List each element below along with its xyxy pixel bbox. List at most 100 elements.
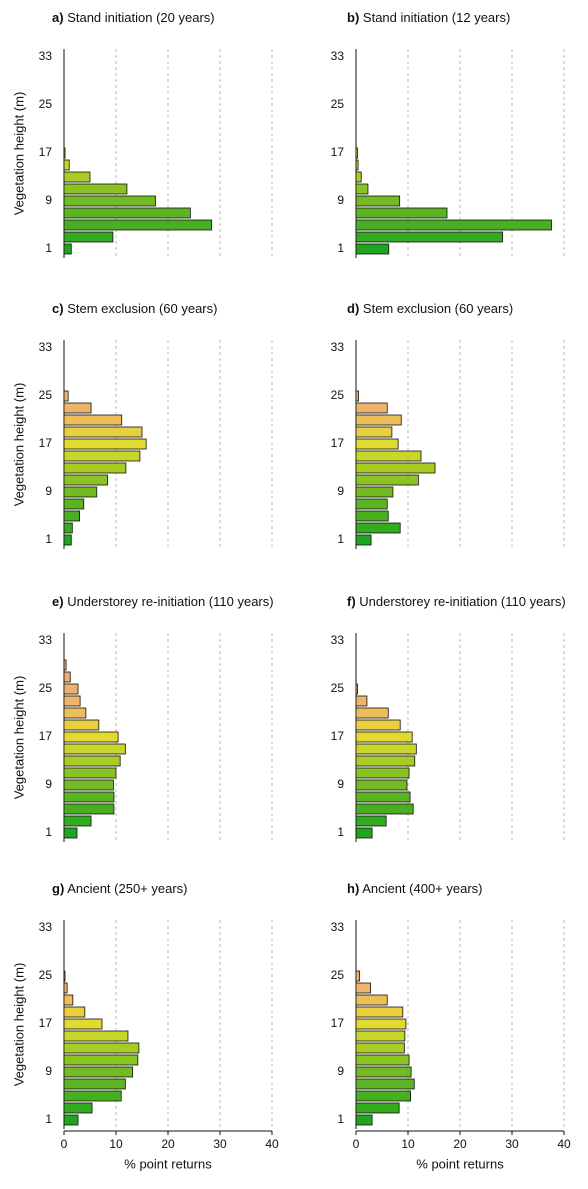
- y-tick-label: 1: [337, 532, 344, 546]
- bar: [63, 695, 81, 707]
- bar: [63, 719, 100, 731]
- panel-letter: f): [347, 594, 356, 609]
- bar: [63, 731, 119, 743]
- y-tick-label: 33: [331, 340, 345, 354]
- bar: [355, 1006, 404, 1018]
- bar: [355, 982, 371, 994]
- x-axis-label: % point returns: [416, 1156, 504, 1171]
- bar: [63, 1114, 79, 1126]
- y-tick-label: 1: [45, 532, 52, 546]
- y-axis-label: Vegetation height (m): [11, 676, 26, 800]
- bar: [63, 426, 143, 438]
- panel-letter: a): [52, 10, 64, 25]
- y-tick-label: 17: [39, 145, 53, 159]
- bar: [355, 683, 358, 695]
- panel-title-text: Stem exclusion (60 years): [363, 301, 513, 316]
- bar: [355, 522, 401, 534]
- y-tick-label: 1: [45, 1112, 52, 1126]
- x-tick-label: 30: [213, 1137, 227, 1151]
- y-tick-label: 9: [45, 193, 52, 207]
- bar: [63, 815, 92, 827]
- panel-title: e) Understorey re-initiation (110 years): [52, 594, 274, 609]
- bar: [63, 1054, 139, 1066]
- y-tick-label: 9: [45, 484, 52, 498]
- bar: [63, 486, 98, 498]
- bar: [355, 402, 388, 414]
- bar: [63, 1090, 122, 1102]
- x-axis-label: % point returns: [124, 1156, 212, 1171]
- bar: [355, 767, 410, 779]
- bar: [355, 970, 361, 982]
- y-tick-label: 17: [331, 145, 345, 159]
- bar: [63, 803, 115, 815]
- y-tick-label: 25: [331, 681, 345, 695]
- bar: [355, 486, 394, 498]
- panel-title: a) Stand initiation (20 years): [52, 10, 215, 25]
- y-axis-label: Vegetation height (m): [11, 383, 26, 507]
- y-tick-label: 25: [331, 388, 345, 402]
- y-tick-label: 25: [331, 968, 345, 982]
- bar: [63, 994, 74, 1006]
- bar: [63, 414, 123, 426]
- y-tick-label: 1: [337, 241, 344, 255]
- bar: [355, 707, 389, 719]
- panel-title: b) Stand initiation (12 years): [347, 10, 510, 25]
- bar: [63, 147, 66, 159]
- bar: [63, 659, 67, 671]
- bar: [63, 767, 117, 779]
- bar: [355, 743, 417, 755]
- y-tick-label: 17: [331, 436, 345, 450]
- bar: [355, 390, 359, 402]
- bar: [355, 827, 373, 839]
- bar: [355, 815, 387, 827]
- y-tick-label: 9: [337, 1064, 344, 1078]
- y-tick-label: 9: [337, 484, 344, 498]
- y-tick-label: 17: [39, 729, 53, 743]
- panel-title-text: Ancient (400+ years): [362, 881, 482, 896]
- bar: [355, 1042, 405, 1054]
- bar: [355, 147, 358, 159]
- panel-letter: d): [347, 301, 359, 316]
- x-tick-label: 40: [265, 1137, 279, 1151]
- bar: [355, 450, 422, 462]
- panel-letter: b): [347, 10, 359, 25]
- y-tick-label: 33: [331, 920, 345, 934]
- bar: [355, 1114, 373, 1126]
- y-tick-label: 9: [337, 777, 344, 791]
- bar: [63, 183, 128, 195]
- x-tick-label: 10: [109, 1137, 123, 1151]
- bar: [355, 803, 414, 815]
- bar: [63, 171, 91, 183]
- y-axis-label: Vegetation height (m): [11, 92, 26, 216]
- bar: [355, 243, 390, 255]
- bar: [63, 827, 78, 839]
- x-tick-label: 10: [401, 1137, 415, 1151]
- y-tick-label: 9: [45, 777, 52, 791]
- panel-title-text: Stand initiation (12 years): [363, 10, 510, 25]
- y-tick-label: 33: [39, 633, 53, 647]
- bar: [355, 1018, 407, 1030]
- y-tick-label: 33: [39, 920, 53, 934]
- bar: [63, 207, 191, 219]
- x-tick-label: 40: [557, 1137, 571, 1151]
- bar: [63, 1018, 103, 1030]
- y-tick-label: 17: [331, 1016, 345, 1030]
- bar: [63, 522, 73, 534]
- bar: [63, 982, 68, 994]
- bar: [355, 1078, 415, 1090]
- bar: [355, 219, 552, 231]
- bar: [63, 1030, 129, 1042]
- x-tick-label: 0: [61, 1137, 68, 1151]
- bar: [355, 1102, 400, 1114]
- bar: [63, 498, 85, 510]
- bar: [355, 1090, 411, 1102]
- bar: [355, 438, 399, 450]
- y-tick-label: 33: [39, 340, 53, 354]
- bar: [355, 791, 411, 803]
- y-tick-label: 17: [39, 1016, 53, 1030]
- panel-title: d) Stem exclusion (60 years): [347, 301, 513, 316]
- bar: [63, 438, 147, 450]
- y-tick-label: 1: [337, 825, 344, 839]
- y-tick-label: 9: [45, 1064, 52, 1078]
